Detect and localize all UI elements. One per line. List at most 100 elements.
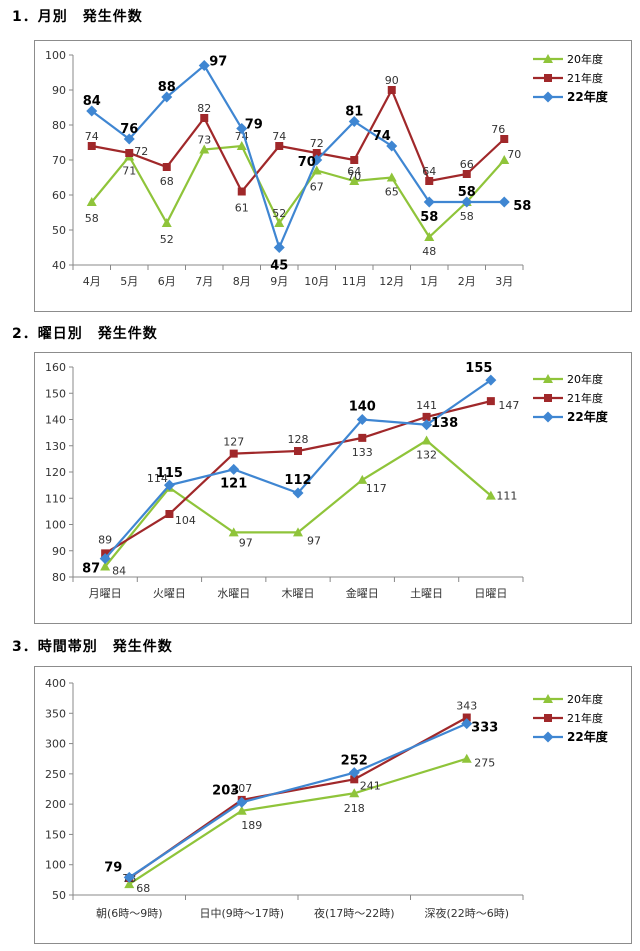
chart2-data-label: 111 <box>496 490 517 503</box>
chart1-data-label: 73 <box>197 134 211 147</box>
chart3-data-point <box>124 879 135 889</box>
chart3-data-label: 241 <box>360 779 381 792</box>
chart1-xtick-label: 11月 <box>342 275 367 288</box>
chart1-data-point <box>462 170 471 178</box>
chart1-data-point <box>312 149 321 157</box>
chart1-legend-label: 22年度 <box>567 89 609 104</box>
chart3-data-label: 333 <box>471 721 498 736</box>
chart3-data-label: 207 <box>231 782 252 795</box>
chart1-data-label: 67 <box>310 181 324 194</box>
chart1-data-label: 70 <box>507 148 521 161</box>
chart1-data-point <box>125 149 134 157</box>
chart1-data-label: 48 <box>422 245 436 258</box>
chart1-section-title: 1．月別 発生件数 <box>12 9 143 25</box>
chart2-data-point <box>163 479 175 491</box>
chart1-series-line <box>90 144 506 239</box>
chart3-data-point <box>348 767 360 779</box>
chart1-data-label: 79 <box>245 118 263 133</box>
chart1-data-point <box>273 242 285 253</box>
chart2-data-point <box>485 490 496 500</box>
chart3-legend-marker <box>542 731 554 743</box>
chart3-legend-label: 21年度 <box>567 711 603 725</box>
chart1-data-label: 45 <box>270 259 288 274</box>
weekday-chart: 80 90 100 110 120 130 140 150 160 月曜日 火曜日 水曜日 木曜日 金曜日… <box>45 361 609 600</box>
chart2-ytick-label: 80 <box>52 571 66 584</box>
chart1-ytick-label: 40 <box>52 259 66 272</box>
chart2-data-label: 115 <box>156 466 183 481</box>
chart2-data-label: 97 <box>239 536 253 549</box>
chart3-xtick-label: 深夜(22時～6時) <box>424 906 509 920</box>
chart3-ytick-label: 150 <box>45 828 66 841</box>
chart1-data-point <box>349 176 360 185</box>
chart1-data-point <box>200 114 209 122</box>
chart2-legend-marker <box>544 394 552 402</box>
chart1-data-point <box>386 172 397 182</box>
chart2-data-point <box>294 447 302 455</box>
chart1-ytick-label: 50 <box>52 224 66 237</box>
chart3-legend-marker <box>543 694 553 703</box>
chart1-data-point <box>162 163 171 171</box>
chart3-data-point <box>350 775 359 784</box>
chart3-ytick-label: 400 <box>45 677 66 690</box>
chart1-data-label: 97 <box>209 55 227 70</box>
chart1-data-point <box>311 154 323 166</box>
chart1-data-point <box>87 142 96 150</box>
chart2-data-point <box>99 553 111 565</box>
chart2-data-label: 133 <box>352 446 373 459</box>
chart1-data-label: 52 <box>272 207 286 220</box>
chart2-data-label: 97 <box>307 534 321 547</box>
chart3-ytick-label: 100 <box>45 859 66 872</box>
chart2-data-label: 128 <box>288 433 309 446</box>
chart2-legend-label: 20年度 <box>567 372 603 386</box>
chart1-ytick-label: 80 <box>52 119 66 132</box>
chart1-data-point <box>199 144 210 154</box>
chart3-xtick-label: 夜(17時～22時) <box>314 906 395 920</box>
chart2-data-label: 89 <box>98 533 112 546</box>
chart3-series-line <box>128 722 468 879</box>
timeband-chart: 50 100 150 200 250 300 350 400 朝(6時～9時) 日中(9時～17時… <box>45 677 609 920</box>
chart2-data-label: 127 <box>223 436 244 449</box>
chart1-data-point <box>498 196 510 208</box>
chart1-data-point <box>237 187 246 196</box>
chart1-data-point <box>500 135 509 143</box>
chart1-data-label: 70 <box>347 170 361 183</box>
chart3-data-point <box>349 788 360 798</box>
chart1-data-label: 64 <box>422 165 436 178</box>
chart3-data-point <box>236 805 247 815</box>
chart1-xtick-label: 5月 <box>120 275 138 288</box>
chart1-xtick-label: 10月 <box>304 275 329 288</box>
chart2-legend-label: 21年度 <box>567 391 603 405</box>
monthly-chart: 40 50 60 70 80 90 100 4月 5月 6月 7月 8月 9月 10月 11月 12月 1月 2月… <box>45 49 609 288</box>
chart1-data-point <box>236 141 247 150</box>
chart2-xtick-label: 水曜日 <box>217 587 250 600</box>
chart2-data-point <box>100 561 111 571</box>
chart3-ytick-label: 350 <box>45 707 66 720</box>
chart2-legend-marker <box>542 411 554 423</box>
chart1-legend-label: 20年度 <box>567 52 603 66</box>
chart1-data-label: 66 <box>460 158 474 171</box>
weekday-chart-box: 80 90 100 110 120 130 140 150 160 月曜日 火曜日 水曜日 木曜日 金曜日… <box>34 352 632 624</box>
chart1-xtick-label: 7月 <box>195 275 213 288</box>
chart3-data-point <box>461 718 473 730</box>
chart2-data-point <box>422 412 431 421</box>
chart2-data-point <box>228 527 239 537</box>
chart3-data-label: 343 <box>456 700 477 713</box>
chart2-data-point <box>358 433 367 442</box>
chart1-data-label: 84 <box>83 94 101 109</box>
chart2-data-point <box>357 474 368 484</box>
chart2-data-point <box>228 463 240 475</box>
chart2-xtick-label: 火曜日 <box>153 587 186 600</box>
chart2-data-point <box>229 449 238 458</box>
chart1-data-point <box>387 86 396 94</box>
chart3-ytick-label: 50 <box>52 889 66 902</box>
chart1-data-label: 74 <box>85 130 99 143</box>
chart1-data-label: 76 <box>120 122 138 137</box>
chart1-data-point <box>311 165 322 175</box>
chart1-data-point <box>274 218 285 227</box>
monthly-chart-box: 40 50 60 70 80 90 100 4月 5月 6月 7月 8月 9月 10月 11月 12月 1月 2月… <box>34 40 632 312</box>
chart1-data-point <box>86 105 98 117</box>
chart1-ytick-label: 70 <box>52 154 66 167</box>
chart1-data-label: 72 <box>134 145 148 158</box>
chart2-data-label: 121 <box>220 476 247 491</box>
chart1-data-label: 61 <box>235 202 249 215</box>
